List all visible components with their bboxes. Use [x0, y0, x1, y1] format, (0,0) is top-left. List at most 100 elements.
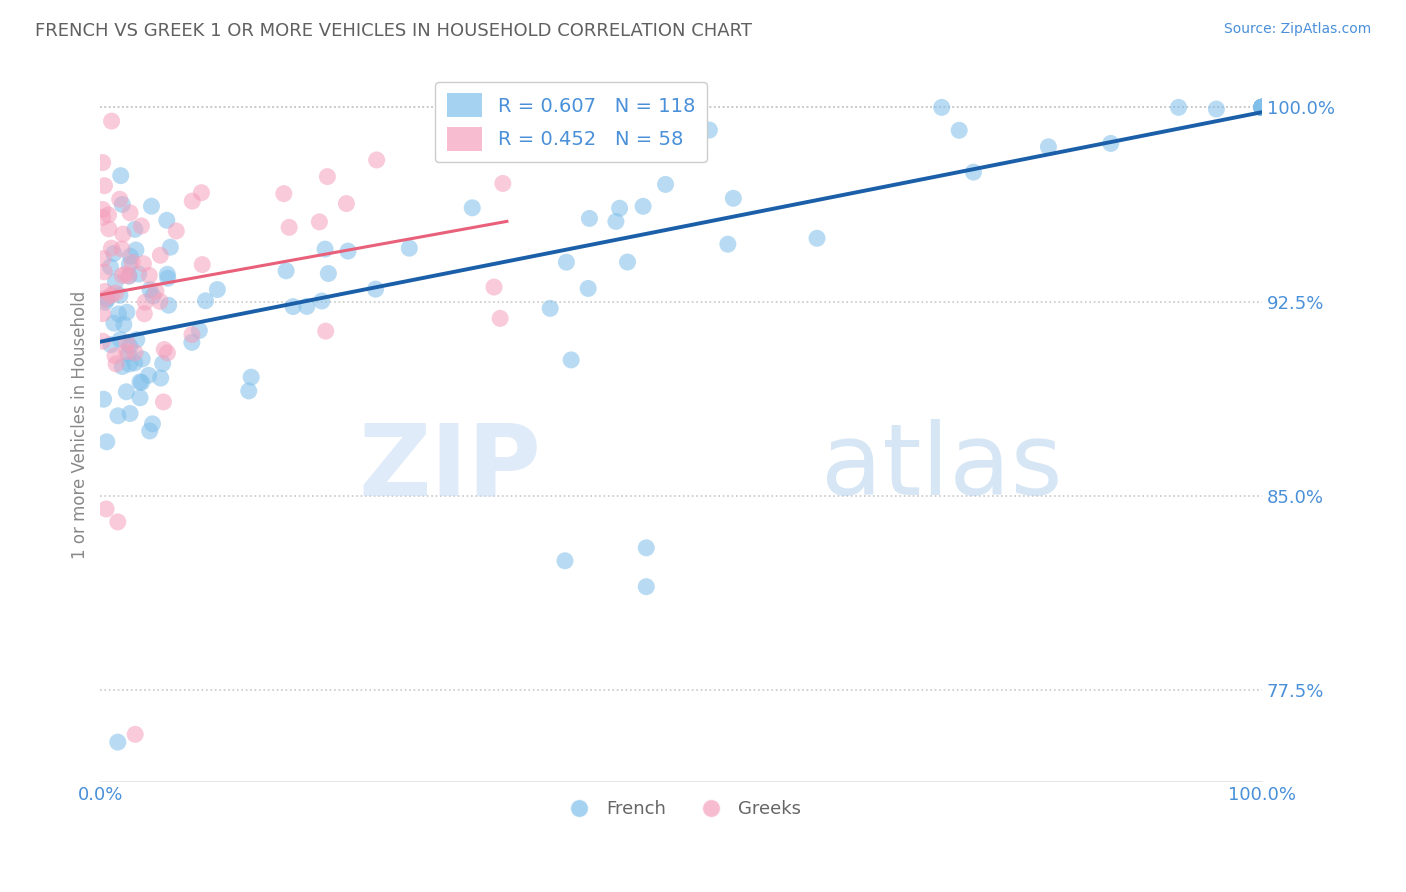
Point [121, 255, 143, 269]
Point [1251, 100, 1274, 114]
Point [1251, 100, 1274, 114]
Point [276, 264, 298, 278]
Point [142, 289, 165, 303]
Point [138, 424, 160, 438]
Point [1251, 100, 1274, 114]
Point [188, 323, 211, 337]
Point [273, 186, 295, 201]
Point [115, 305, 138, 319]
Point [129, 375, 152, 389]
Point [636, 541, 658, 555]
Point [111, 359, 134, 374]
Point [1167, 100, 1189, 114]
Point [111, 197, 134, 211]
Point [723, 191, 745, 205]
Point [120, 407, 142, 421]
Point [100, 260, 122, 274]
Point [124, 222, 146, 236]
Point [1251, 100, 1274, 114]
Point [602, 125, 624, 139]
Point [104, 285, 127, 300]
Point [311, 293, 333, 308]
Y-axis label: 1 or more Vehicles in Household: 1 or more Vehicles in Household [72, 291, 89, 559]
Point [159, 240, 181, 254]
Point [93, 265, 115, 279]
Point [94, 295, 117, 310]
Point [314, 242, 336, 256]
Point [576, 281, 599, 295]
Point [1251, 100, 1274, 114]
Point [1251, 100, 1274, 114]
Text: atlas: atlas [821, 419, 1062, 516]
Point [96, 293, 118, 307]
Point [118, 268, 141, 283]
Point [108, 192, 131, 206]
Point [100, 288, 122, 302]
Point [156, 268, 179, 282]
Point [100, 114, 122, 128]
Point [308, 215, 330, 229]
Point [1251, 100, 1274, 114]
Point [156, 346, 179, 360]
Text: FRENCH VS GREEK 1 OR MORE VEHICLES IN HOUSEHOLD CORRELATION CHART: FRENCH VS GREEK 1 OR MORE VEHICLES IN HO… [35, 22, 752, 40]
Point [145, 284, 167, 298]
Point [538, 301, 561, 316]
Point [157, 298, 180, 312]
Point [118, 357, 141, 371]
Point [112, 318, 135, 332]
Point [398, 241, 420, 255]
Point [118, 339, 141, 353]
Point [1251, 100, 1274, 114]
Point [1251, 100, 1274, 114]
Point [125, 333, 148, 347]
Point [125, 243, 148, 257]
Point [364, 282, 387, 296]
Point [149, 294, 172, 309]
Text: Source: ZipAtlas.com: Source: ZipAtlas.com [1223, 22, 1371, 37]
Point [165, 224, 187, 238]
Point [560, 352, 582, 367]
Point [117, 347, 139, 361]
Point [139, 283, 162, 297]
Point [1251, 100, 1274, 114]
Point [100, 337, 122, 351]
Point [91, 155, 114, 169]
Point [108, 288, 131, 302]
Point [1038, 140, 1060, 154]
Point [240, 370, 263, 384]
Point [295, 299, 318, 313]
Text: ZIP: ZIP [359, 419, 541, 516]
Point [93, 178, 115, 193]
Point [152, 395, 174, 409]
Point [94, 285, 117, 299]
Point [129, 391, 152, 405]
Point [489, 311, 512, 326]
Point [118, 269, 141, 284]
Point [181, 194, 204, 208]
Point [97, 208, 120, 222]
Point [1251, 100, 1274, 114]
Point [91, 211, 114, 225]
Point [110, 333, 132, 347]
Point [1251, 100, 1274, 114]
Point [111, 227, 134, 241]
Point [107, 307, 129, 321]
Point [461, 201, 484, 215]
Point [1251, 100, 1274, 114]
Point [1251, 100, 1274, 114]
Point [316, 169, 339, 184]
Point [190, 186, 212, 200]
Point [318, 267, 340, 281]
Point [118, 257, 141, 271]
Point [96, 502, 118, 516]
Point [555, 255, 578, 269]
Point [124, 356, 146, 370]
Point [609, 201, 631, 215]
Point [616, 255, 638, 269]
Point [156, 271, 179, 285]
Point [1099, 136, 1122, 151]
Point [149, 371, 172, 385]
Point [91, 334, 114, 349]
Point [141, 417, 163, 431]
Point [1251, 100, 1274, 114]
